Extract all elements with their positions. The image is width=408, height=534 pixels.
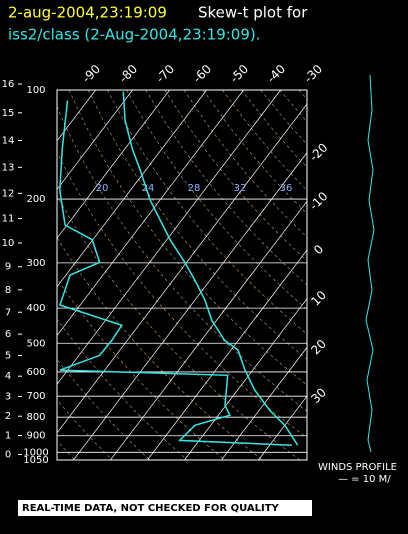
isotherm [147, 249, 307, 460]
isopleth-label: 36 [280, 183, 293, 194]
height-tick-label: 8 [5, 285, 11, 296]
pressure-tick-label: 800 [26, 412, 45, 423]
height-tick-label: 3 [5, 391, 11, 402]
height-tick-label: 10 [2, 238, 15, 249]
dry-adiabat [57, 236, 263, 460]
height-tick-label: 12 [2, 188, 15, 199]
isotherm [184, 298, 307, 460]
pressure-tick-label: 400 [26, 303, 45, 314]
temp-tick-label: -60 [190, 62, 214, 86]
dry-adiabat [183, 90, 307, 238]
isopleth-label: 28 [188, 183, 201, 194]
height-tick-label: 15 [2, 108, 15, 119]
isotherm [57, 90, 207, 288]
chart-title: Skew-t plot for [198, 4, 308, 22]
dry-adiabat [145, 90, 307, 286]
title-date: 2-aug-2004,23:19:09 [8, 4, 167, 22]
temp-tick-label: -70 [153, 62, 177, 86]
isopleth-label: 20 [96, 183, 109, 194]
temp-tick-label: 20 [308, 337, 329, 358]
pressure-tick-label: 1000 [23, 447, 48, 458]
pressure-tick-label: 700 [26, 391, 45, 402]
isopleth-label: 32 [234, 183, 247, 194]
pressure-tick-label: 200 [26, 194, 45, 205]
isotherm [57, 90, 281, 385]
dry-adiabat [57, 151, 307, 439]
background-lines [57, 90, 408, 460]
winds-label: WINDS PROFILE [318, 462, 397, 473]
dry-adiabat [202, 90, 307, 214]
dry-adiabat [107, 90, 307, 335]
dry-adiabat [87, 90, 307, 360]
pressure-tick-label: 900 [26, 431, 45, 442]
pressure-tick-label: 100 [26, 85, 45, 96]
height-tick-label: 5 [5, 350, 11, 361]
isotherm [57, 90, 133, 191]
pressure-tick-label: 600 [26, 367, 45, 378]
winds-scale: — = 10 M/ [338, 474, 391, 485]
footer-box [18, 500, 312, 516]
dry-adiabat [57, 399, 113, 460]
dry-adiabat [57, 105, 307, 412]
dry-adiabat [126, 90, 307, 310]
wind-profile [365, 74, 375, 453]
temp-tick-label: -20 [307, 140, 331, 164]
height-tick-label: 9 [5, 262, 11, 273]
height-tick-label: 2 [5, 411, 11, 422]
isotherm [57, 90, 244, 337]
temp-tick-label: -90 [79, 62, 103, 86]
isopleth-label: 24 [142, 183, 155, 194]
dry-adiabat [318, 90, 408, 460]
dry-adiabat [57, 194, 301, 460]
isotherm [221, 346, 307, 460]
isotherm [57, 90, 170, 239]
dry-adiabat [68, 90, 307, 386]
temp-tick-label: 10 [308, 288, 329, 309]
dry-adiabat [279, 90, 307, 123]
height-tick-label: 4 [5, 371, 11, 382]
dry-adiabat [260, 90, 307, 145]
height-tick-label: 13 [2, 162, 15, 173]
pressure-tick-label: 500 [26, 338, 45, 349]
height-tick-label: 0 [5, 449, 11, 460]
temp-tick-label: -30 [301, 62, 325, 86]
temp-tick-label: -10 [307, 189, 331, 213]
pressure-tick-label: 300 [26, 258, 45, 269]
chart-subtitle: iss2/class (2-Aug-2004,23:19:09). [8, 26, 261, 44]
height-tick-label: 14 [2, 136, 15, 147]
height-tick-label: 7 [5, 307, 11, 318]
dry-adiabat [57, 318, 188, 460]
temp-tick-label: -80 [116, 62, 140, 86]
temp-tick-label: 30 [308, 385, 329, 406]
dry-adiabat [57, 358, 151, 460]
isotherm [110, 200, 307, 460]
profile-line [58, 100, 292, 446]
isotherm [57, 103, 307, 434]
pressure-tick-label: 1050 [23, 455, 48, 466]
profile-line [122, 91, 299, 446]
height-tick-label: 11 [2, 214, 15, 225]
isotherm [258, 395, 307, 460]
height-tick-label: 1 [5, 431, 11, 442]
footer: REAL-TIME DATA, NOT CHECKED FOR QUALITY [22, 503, 280, 514]
temp-tick-label: -40 [264, 62, 288, 86]
height-tick-label: 16 [2, 79, 15, 90]
temp-tick-label: -50 [227, 62, 251, 86]
dry-adiabat [337, 90, 408, 460]
temp-tick-label: 0 [311, 242, 326, 257]
isotherm [73, 152, 307, 460]
height-tick-label: 6 [5, 329, 11, 340]
dry-adiabat [57, 277, 225, 460]
